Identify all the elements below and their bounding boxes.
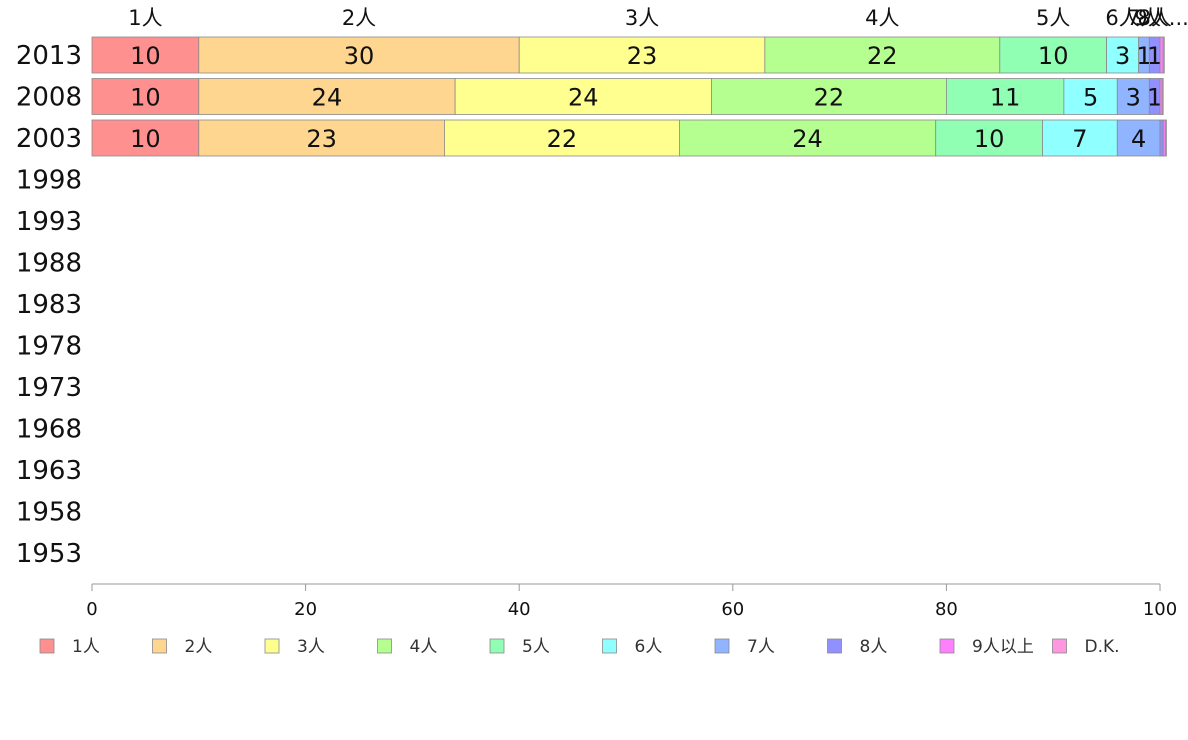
legend-label-0: 1人	[72, 637, 100, 657]
bar-label-2008-series-7: 1	[1147, 84, 1162, 112]
top-label-5: 6人	[1105, 6, 1139, 30]
bar-2013-series-5	[1106, 36, 1140, 74]
bar-label-2003-series-6: 4	[1131, 125, 1146, 153]
year-label-1958: 1958	[16, 498, 82, 528]
legend-label-4: 5人	[522, 637, 550, 657]
legend-swatch-2	[264, 638, 280, 654]
year-label-1968: 1968	[16, 415, 82, 445]
bar-label-2013-series-2: 23	[627, 42, 658, 70]
x-tick-label-0: 0	[86, 599, 97, 620]
top-label-4: 5人	[1036, 6, 1070, 30]
bar-2008-series-5	[1063, 78, 1118, 115]
year-label-1998: 1998	[16, 166, 82, 196]
x-tick-label-80: 80	[935, 599, 958, 620]
bar-2008-series-4	[946, 78, 1065, 115]
bar-label-2008-series-0: 10	[130, 84, 161, 112]
bar-label-2003-series-0: 10	[130, 125, 161, 153]
bar-2003-series-3	[679, 119, 937, 157]
bar-2013-series-8	[1159, 36, 1164, 74]
bar-2003-series-1	[198, 119, 445, 157]
year-label-1988: 1988	[16, 249, 82, 279]
top-label-2: 3人	[625, 6, 659, 30]
legend-swatch-4	[489, 638, 505, 654]
year-label-1978: 1978	[16, 332, 82, 362]
year-label-2003: 2003	[16, 124, 82, 154]
bar-label-2008-series-2: 24	[568, 84, 599, 112]
legend-label-3: 4人	[410, 637, 438, 657]
bar-2003-series-9	[1164, 119, 1167, 157]
legend-label-5: 6人	[635, 637, 663, 657]
bar-label-2013-series-4: 10	[1038, 42, 1069, 70]
bar-2003-series-2	[444, 119, 680, 157]
bar-2003-series-0	[91, 119, 200, 157]
top-label-3: 4人	[865, 6, 899, 30]
bar-2003-series-7	[1159, 119, 1164, 157]
year-label-1983: 1983	[16, 290, 82, 320]
legend-swatch-7	[827, 638, 842, 654]
top-label-7: 8人	[1137, 6, 1171, 30]
bar-2013-series-3	[764, 36, 1001, 74]
bar-2008-series-0	[91, 78, 200, 115]
bar-label-2003-series-3: 24	[792, 125, 823, 153]
bar-label-2013-series-6: 1	[1136, 42, 1151, 70]
legend-swatch-6	[714, 638, 730, 654]
legend-swatch-1	[152, 638, 167, 654]
bar-2013-series-0	[91, 36, 200, 74]
top-label-8: 9人...	[1134, 6, 1188, 30]
bar-2013-series-2	[518, 36, 766, 74]
legend-swatch-8	[939, 638, 955, 654]
bar-2013-series-4	[999, 36, 1107, 74]
bar-2008-series-6	[1116, 78, 1150, 115]
legend-label-9: D.K.	[1085, 637, 1120, 657]
bar-2013-series-9	[1162, 36, 1165, 74]
legend-label-6: 7人	[747, 637, 775, 657]
year-label-1973: 1973	[16, 373, 82, 403]
legend-swatch-9	[1052, 638, 1067, 654]
bar-label-2003-series-5: 7	[1072, 125, 1087, 153]
bar-label-2003-series-1: 23	[306, 125, 337, 153]
year-label-2008: 2008	[16, 83, 82, 113]
legend-label-7: 8人	[860, 637, 888, 657]
top-label-6: 7人	[1127, 6, 1161, 30]
bar-2008-series-3	[711, 78, 947, 115]
bar-label-2008-series-4: 11	[990, 84, 1021, 112]
bar-2003-series-4	[935, 119, 1043, 157]
x-tick-label-20: 20	[294, 599, 317, 620]
bar-2013-series-1	[198, 36, 520, 74]
top-label-0: 1人	[128, 6, 162, 30]
legend-label-2: 3人	[297, 637, 325, 657]
x-tick-label-40: 40	[508, 599, 531, 620]
legend-label-1: 2人	[185, 637, 213, 657]
year-label-1993: 1993	[16, 207, 82, 237]
bar-label-2008-series-1: 24	[312, 84, 343, 112]
bar-label-2013-series-7: 1	[1147, 42, 1162, 70]
bar-2008-series-1	[198, 78, 456, 115]
bar-label-2008-series-5: 5	[1083, 84, 1098, 112]
bar-label-2013-series-1: 30	[344, 42, 375, 70]
bar-label-2003-series-2: 22	[547, 125, 578, 153]
legend-swatch-0	[39, 638, 55, 654]
legend-swatch-5	[602, 638, 617, 654]
bar-label-2008-series-6: 3	[1126, 84, 1141, 112]
bar-2003-series-5	[1042, 119, 1118, 157]
year-label-1963: 1963	[16, 456, 82, 486]
bar-label-2008-series-3: 22	[814, 84, 845, 112]
legend-label-8: 9人以上	[972, 637, 1034, 657]
top-label-1: 2人	[342, 6, 376, 30]
bar-2008-series-9	[1161, 78, 1164, 115]
bar-label-2013-series-5: 3	[1115, 42, 1130, 70]
x-tick-label-100: 100	[1143, 599, 1177, 620]
bar-label-2013-series-0: 10	[130, 42, 161, 70]
x-tick-label-60: 60	[721, 599, 744, 620]
bar-2003-series-6	[1116, 119, 1161, 157]
bar-label-2003-series-4: 10	[974, 125, 1005, 153]
year-label-1953: 1953	[16, 539, 82, 569]
legend-swatch-3	[377, 638, 392, 654]
bar-label-2013-series-3: 22	[867, 42, 898, 70]
year-label-2013: 2013	[16, 41, 82, 71]
